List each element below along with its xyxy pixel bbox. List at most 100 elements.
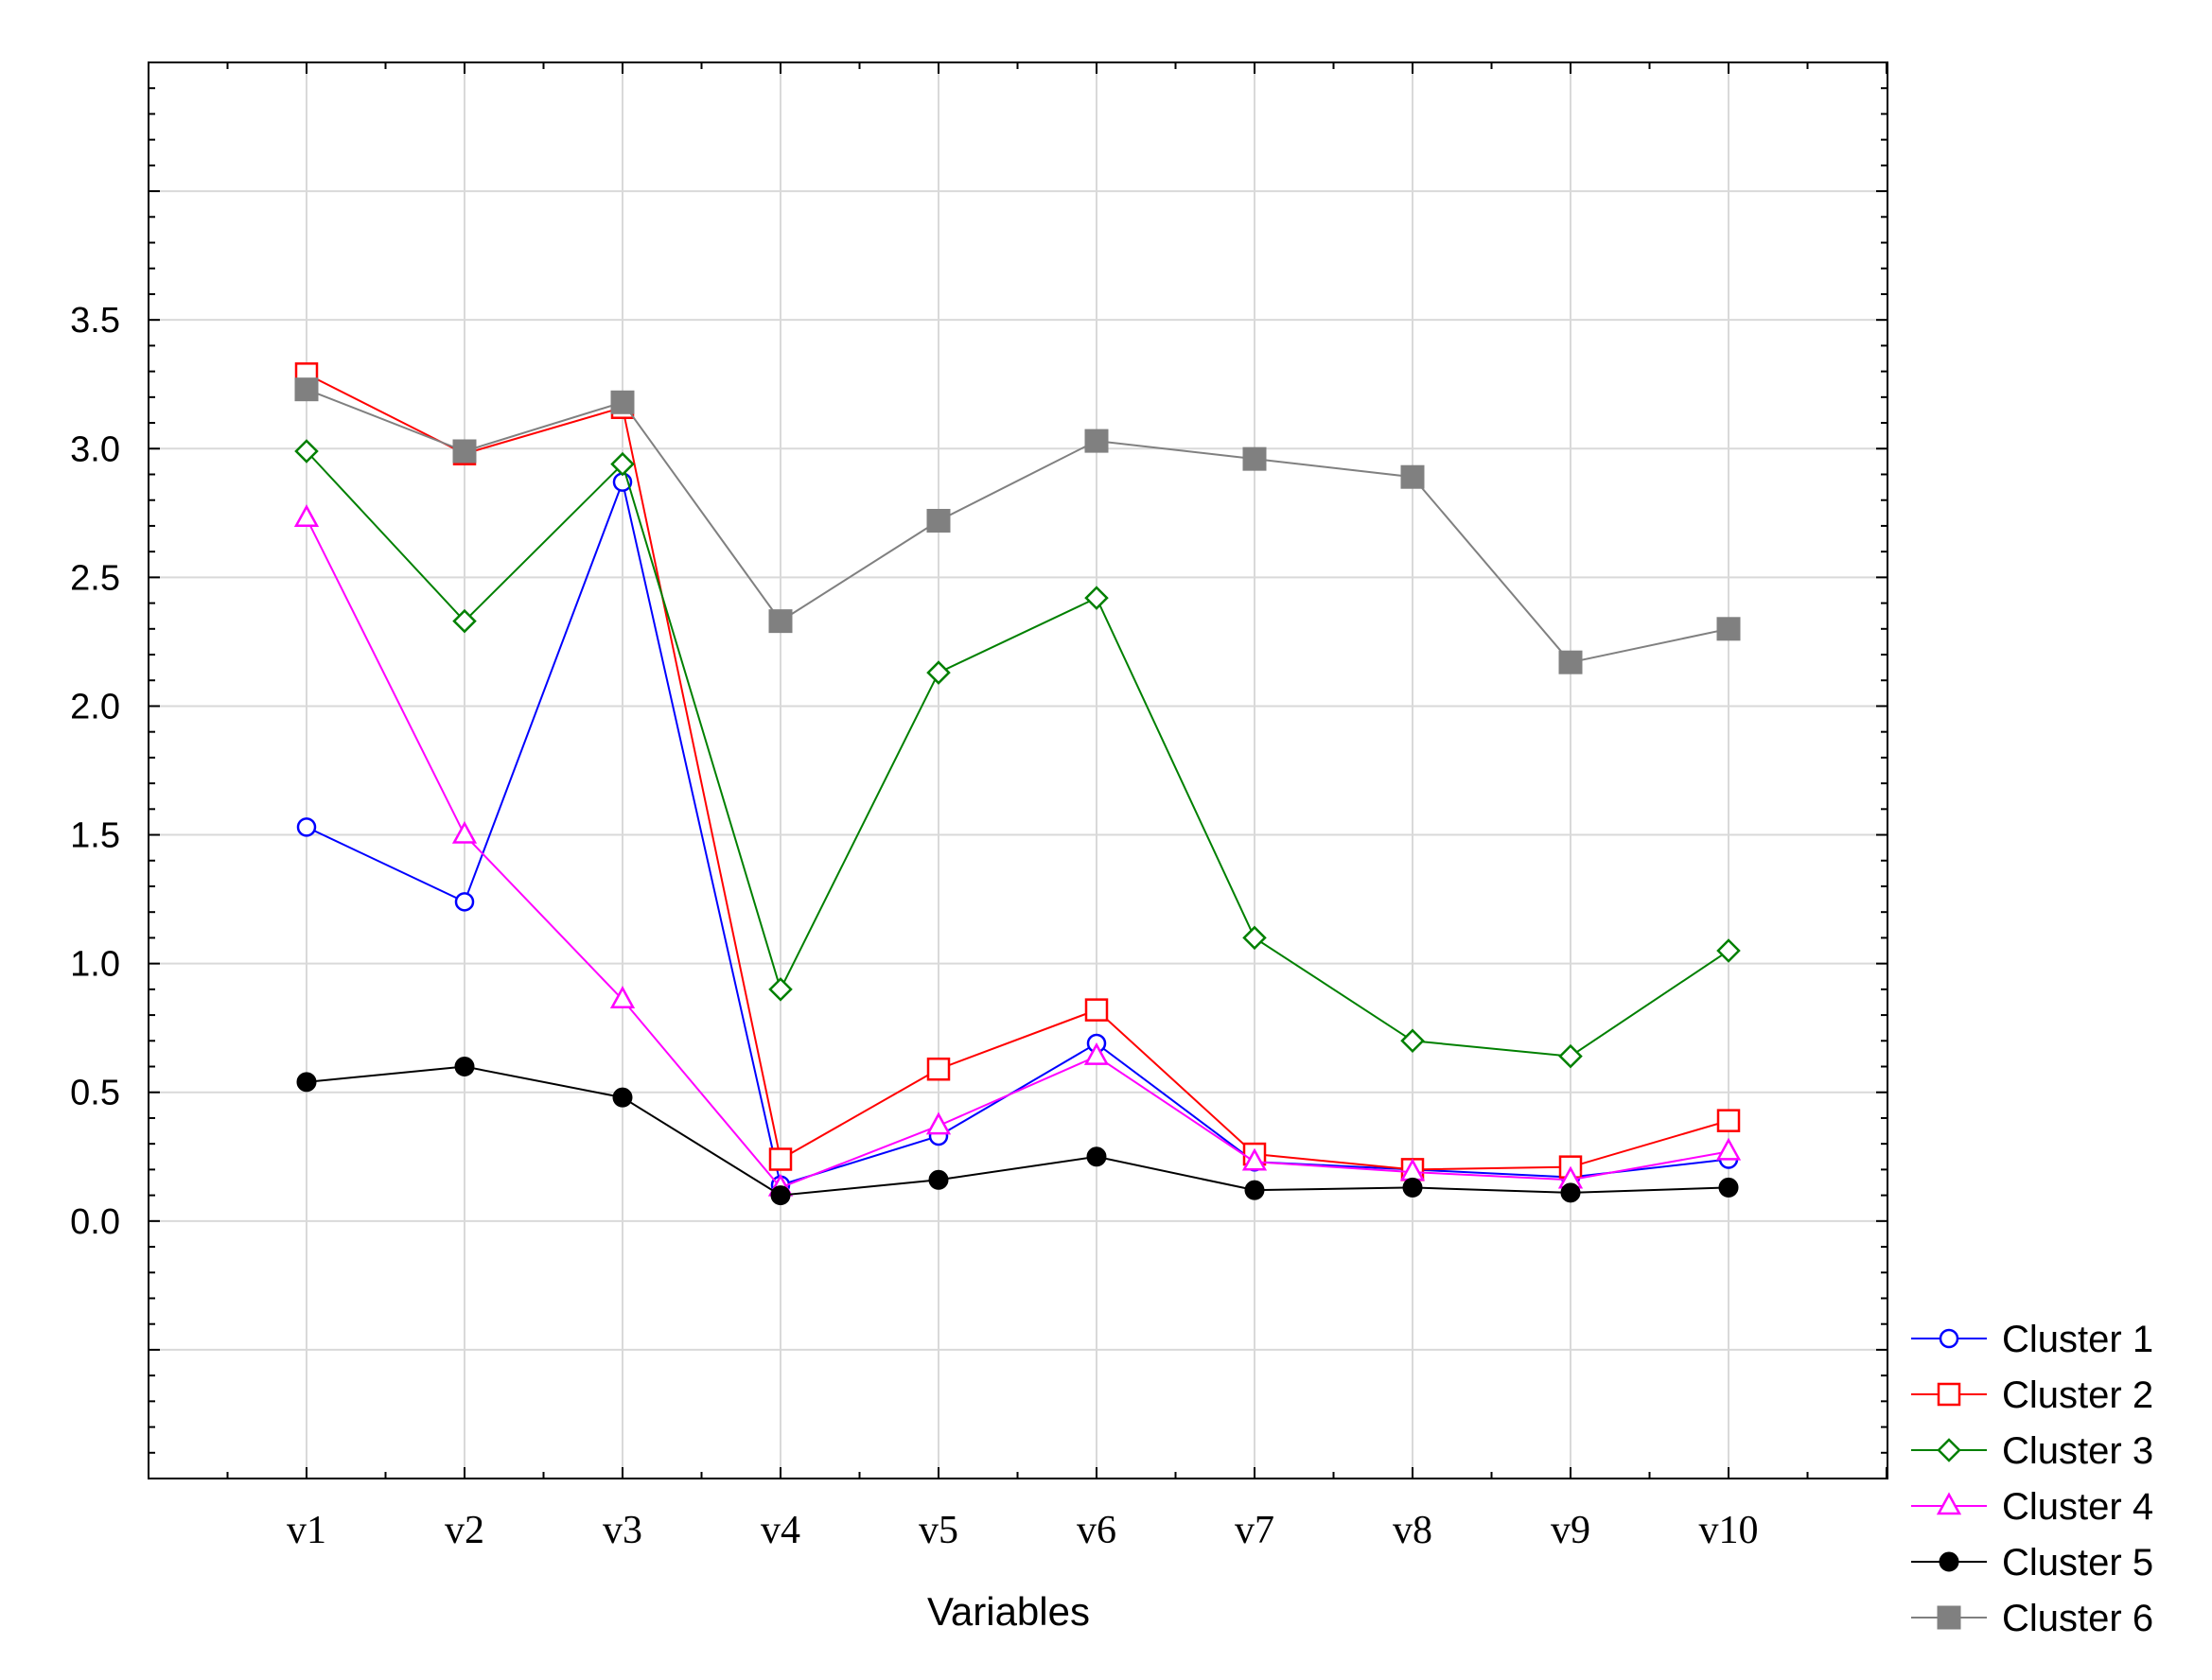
legend-marker bbox=[1939, 1551, 1959, 1572]
data-point bbox=[1084, 586, 1109, 610]
data-point bbox=[612, 1087, 633, 1108]
y-tick-label: 1.5 bbox=[70, 816, 120, 856]
data-point bbox=[1402, 1177, 1423, 1198]
y-tick-label: 2.0 bbox=[70, 687, 120, 726]
data-point bbox=[1558, 1043, 1583, 1069]
series-line bbox=[306, 450, 1729, 1058]
data-point bbox=[294, 377, 319, 402]
data-point bbox=[609, 986, 636, 1008]
y-tick-label: 1.0 bbox=[70, 945, 120, 985]
legend-marker bbox=[1936, 1492, 1962, 1515]
data-point bbox=[296, 1072, 317, 1093]
x-tick-label: v7 bbox=[1235, 1509, 1274, 1552]
data-point bbox=[452, 439, 477, 464]
series-layer bbox=[293, 362, 1742, 1206]
data-point bbox=[1400, 464, 1425, 489]
data-point bbox=[926, 660, 951, 685]
axis-ticks bbox=[148, 61, 1887, 1479]
x-tick-label: v4 bbox=[761, 1509, 800, 1552]
data-point bbox=[928, 1169, 949, 1190]
legend-item: Cluster 3 bbox=[1911, 1430, 2153, 1472]
data-point bbox=[1716, 617, 1741, 641]
x-tick-label: v6 bbox=[1077, 1509, 1116, 1552]
series-1 bbox=[296, 472, 1739, 1195]
x-tick-label: v1 bbox=[287, 1509, 326, 1552]
data-point bbox=[1241, 1147, 1268, 1171]
data-point bbox=[926, 1057, 951, 1081]
data-point bbox=[454, 892, 475, 912]
legend-item: Cluster 4 bbox=[1911, 1486, 2153, 1528]
data-point bbox=[1560, 1182, 1581, 1203]
x-tick-label: v8 bbox=[1393, 1509, 1432, 1552]
series-line bbox=[306, 388, 1729, 664]
legend-marker bbox=[1939, 1328, 1959, 1349]
x-tick-label: v9 bbox=[1551, 1509, 1590, 1552]
legend-label: Cluster 2 bbox=[2002, 1374, 2153, 1416]
data-point bbox=[1558, 650, 1583, 674]
data-point bbox=[610, 390, 635, 414]
data-point bbox=[1083, 1042, 1110, 1065]
legend-marker bbox=[1937, 1605, 1961, 1630]
data-point bbox=[1084, 998, 1109, 1022]
data-point bbox=[610, 451, 635, 477]
legend-label: Cluster 6 bbox=[2002, 1598, 2153, 1639]
legend-label: Cluster 5 bbox=[2002, 1542, 2153, 1584]
y-tick-label: 0.5 bbox=[70, 1074, 120, 1113]
y-tick-label: 0.0 bbox=[70, 1202, 120, 1242]
data-point bbox=[1715, 1137, 1742, 1161]
data-point bbox=[1716, 1109, 1741, 1132]
legend-marker bbox=[1937, 1382, 1961, 1407]
data-point bbox=[1084, 429, 1109, 453]
legend-item: Cluster 5 bbox=[1911, 1542, 2153, 1584]
data-point bbox=[1718, 1177, 1739, 1198]
data-point bbox=[1242, 446, 1267, 471]
data-point bbox=[296, 817, 317, 837]
y-tick-label: 3.0 bbox=[70, 429, 120, 469]
data-point bbox=[1716, 938, 1741, 963]
x-axis-title: Variables bbox=[927, 1589, 1090, 1634]
x-tick-label: v10 bbox=[1699, 1509, 1759, 1552]
data-point bbox=[770, 1185, 791, 1206]
legend-item: Cluster 2 bbox=[1911, 1374, 2153, 1416]
data-point bbox=[926, 508, 951, 533]
data-point bbox=[1400, 1028, 1425, 1054]
legend-label: Cluster 3 bbox=[2002, 1430, 2153, 1472]
legend-item: Cluster 1 bbox=[1911, 1319, 2153, 1360]
series-line bbox=[306, 517, 1729, 1189]
series-4 bbox=[293, 504, 1742, 1197]
series-3 bbox=[294, 439, 1741, 1069]
data-point bbox=[768, 609, 793, 634]
data-point bbox=[294, 439, 319, 464]
data-point bbox=[293, 504, 320, 528]
series-line bbox=[306, 1065, 1729, 1197]
x-tick-label: v3 bbox=[603, 1509, 642, 1552]
plot-area-frame bbox=[148, 61, 1888, 1479]
series-6 bbox=[294, 377, 1741, 674]
data-point bbox=[925, 1111, 952, 1135]
data-point bbox=[768, 1147, 793, 1171]
legend-item: Cluster 6 bbox=[1911, 1598, 2153, 1639]
y-axis-tick-labels: 0.0 0.5 1.0 1.5 2.0 2.5 3.0 3.5 bbox=[70, 301, 120, 1242]
y-tick-label: 3.5 bbox=[70, 301, 120, 341]
legend-label: Cluster 1 bbox=[2002, 1319, 2153, 1360]
legend: Cluster 1 Cluster 2 Cluster 3 Cluster 4 Clus… bbox=[1911, 1319, 2153, 1639]
data-point bbox=[768, 977, 793, 1002]
data-point bbox=[451, 820, 478, 844]
series-2 bbox=[294, 362, 1741, 1181]
data-point bbox=[1244, 1180, 1265, 1200]
series-line bbox=[306, 479, 1729, 1186]
x-tick-label: v2 bbox=[445, 1509, 484, 1552]
series-line bbox=[306, 373, 1729, 1171]
legend-label: Cluster 4 bbox=[2002, 1486, 2153, 1528]
data-point bbox=[452, 608, 477, 634]
data-point bbox=[1242, 925, 1267, 951]
data-point bbox=[1086, 1146, 1107, 1167]
grid bbox=[149, 62, 1887, 1479]
data-point bbox=[454, 1057, 475, 1077]
x-tick-label: v5 bbox=[919, 1509, 958, 1552]
legend-marker bbox=[1937, 1438, 1961, 1462]
y-tick-label: 2.5 bbox=[70, 558, 120, 598]
x-axis-tick-labels: v1 v2 v3 v4 v5 v6 v7 v8 v9 v10 bbox=[287, 1509, 1759, 1552]
series-5 bbox=[296, 1057, 1739, 1206]
